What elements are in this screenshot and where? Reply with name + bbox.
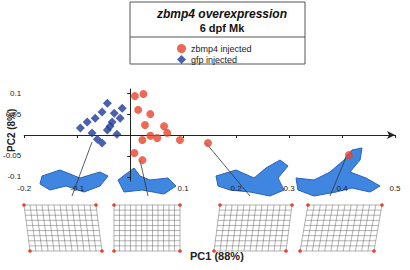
svg-text:-0.2: -0.2 (17, 184, 31, 193)
svg-text:zbmp4 overexpression: zbmp4 overexpression (156, 7, 287, 21)
svg-text:PC1 (88%): PC1 (88%) (190, 250, 244, 262)
svg-text:-0.05: -0.05 (3, 151, 22, 160)
svg-text:gfp injected: gfp injected (191, 55, 237, 65)
svg-text:-0.1: -0.1 (70, 184, 84, 193)
svg-text:0.1: 0.1 (10, 89, 22, 98)
svg-text:zbmp4 injected: zbmp4 injected (191, 44, 252, 54)
svg-text:0.5: 0.5 (389, 184, 401, 193)
svg-text:6 dpf Mk: 6 dpf Mk (200, 22, 245, 34)
svg-text:PC2 (8%): PC2 (8%) (5, 108, 17, 152)
svg-text:0.1: 0.1 (178, 184, 190, 193)
svg-text:0.3: 0.3 (284, 184, 296, 193)
svg-text:0.05: 0.05 (6, 110, 22, 119)
svg-text:0.2: 0.2 (231, 184, 243, 193)
svg-text:-0.1: -0.1 (7, 172, 21, 181)
svg-text:0.4: 0.4 (336, 184, 348, 193)
